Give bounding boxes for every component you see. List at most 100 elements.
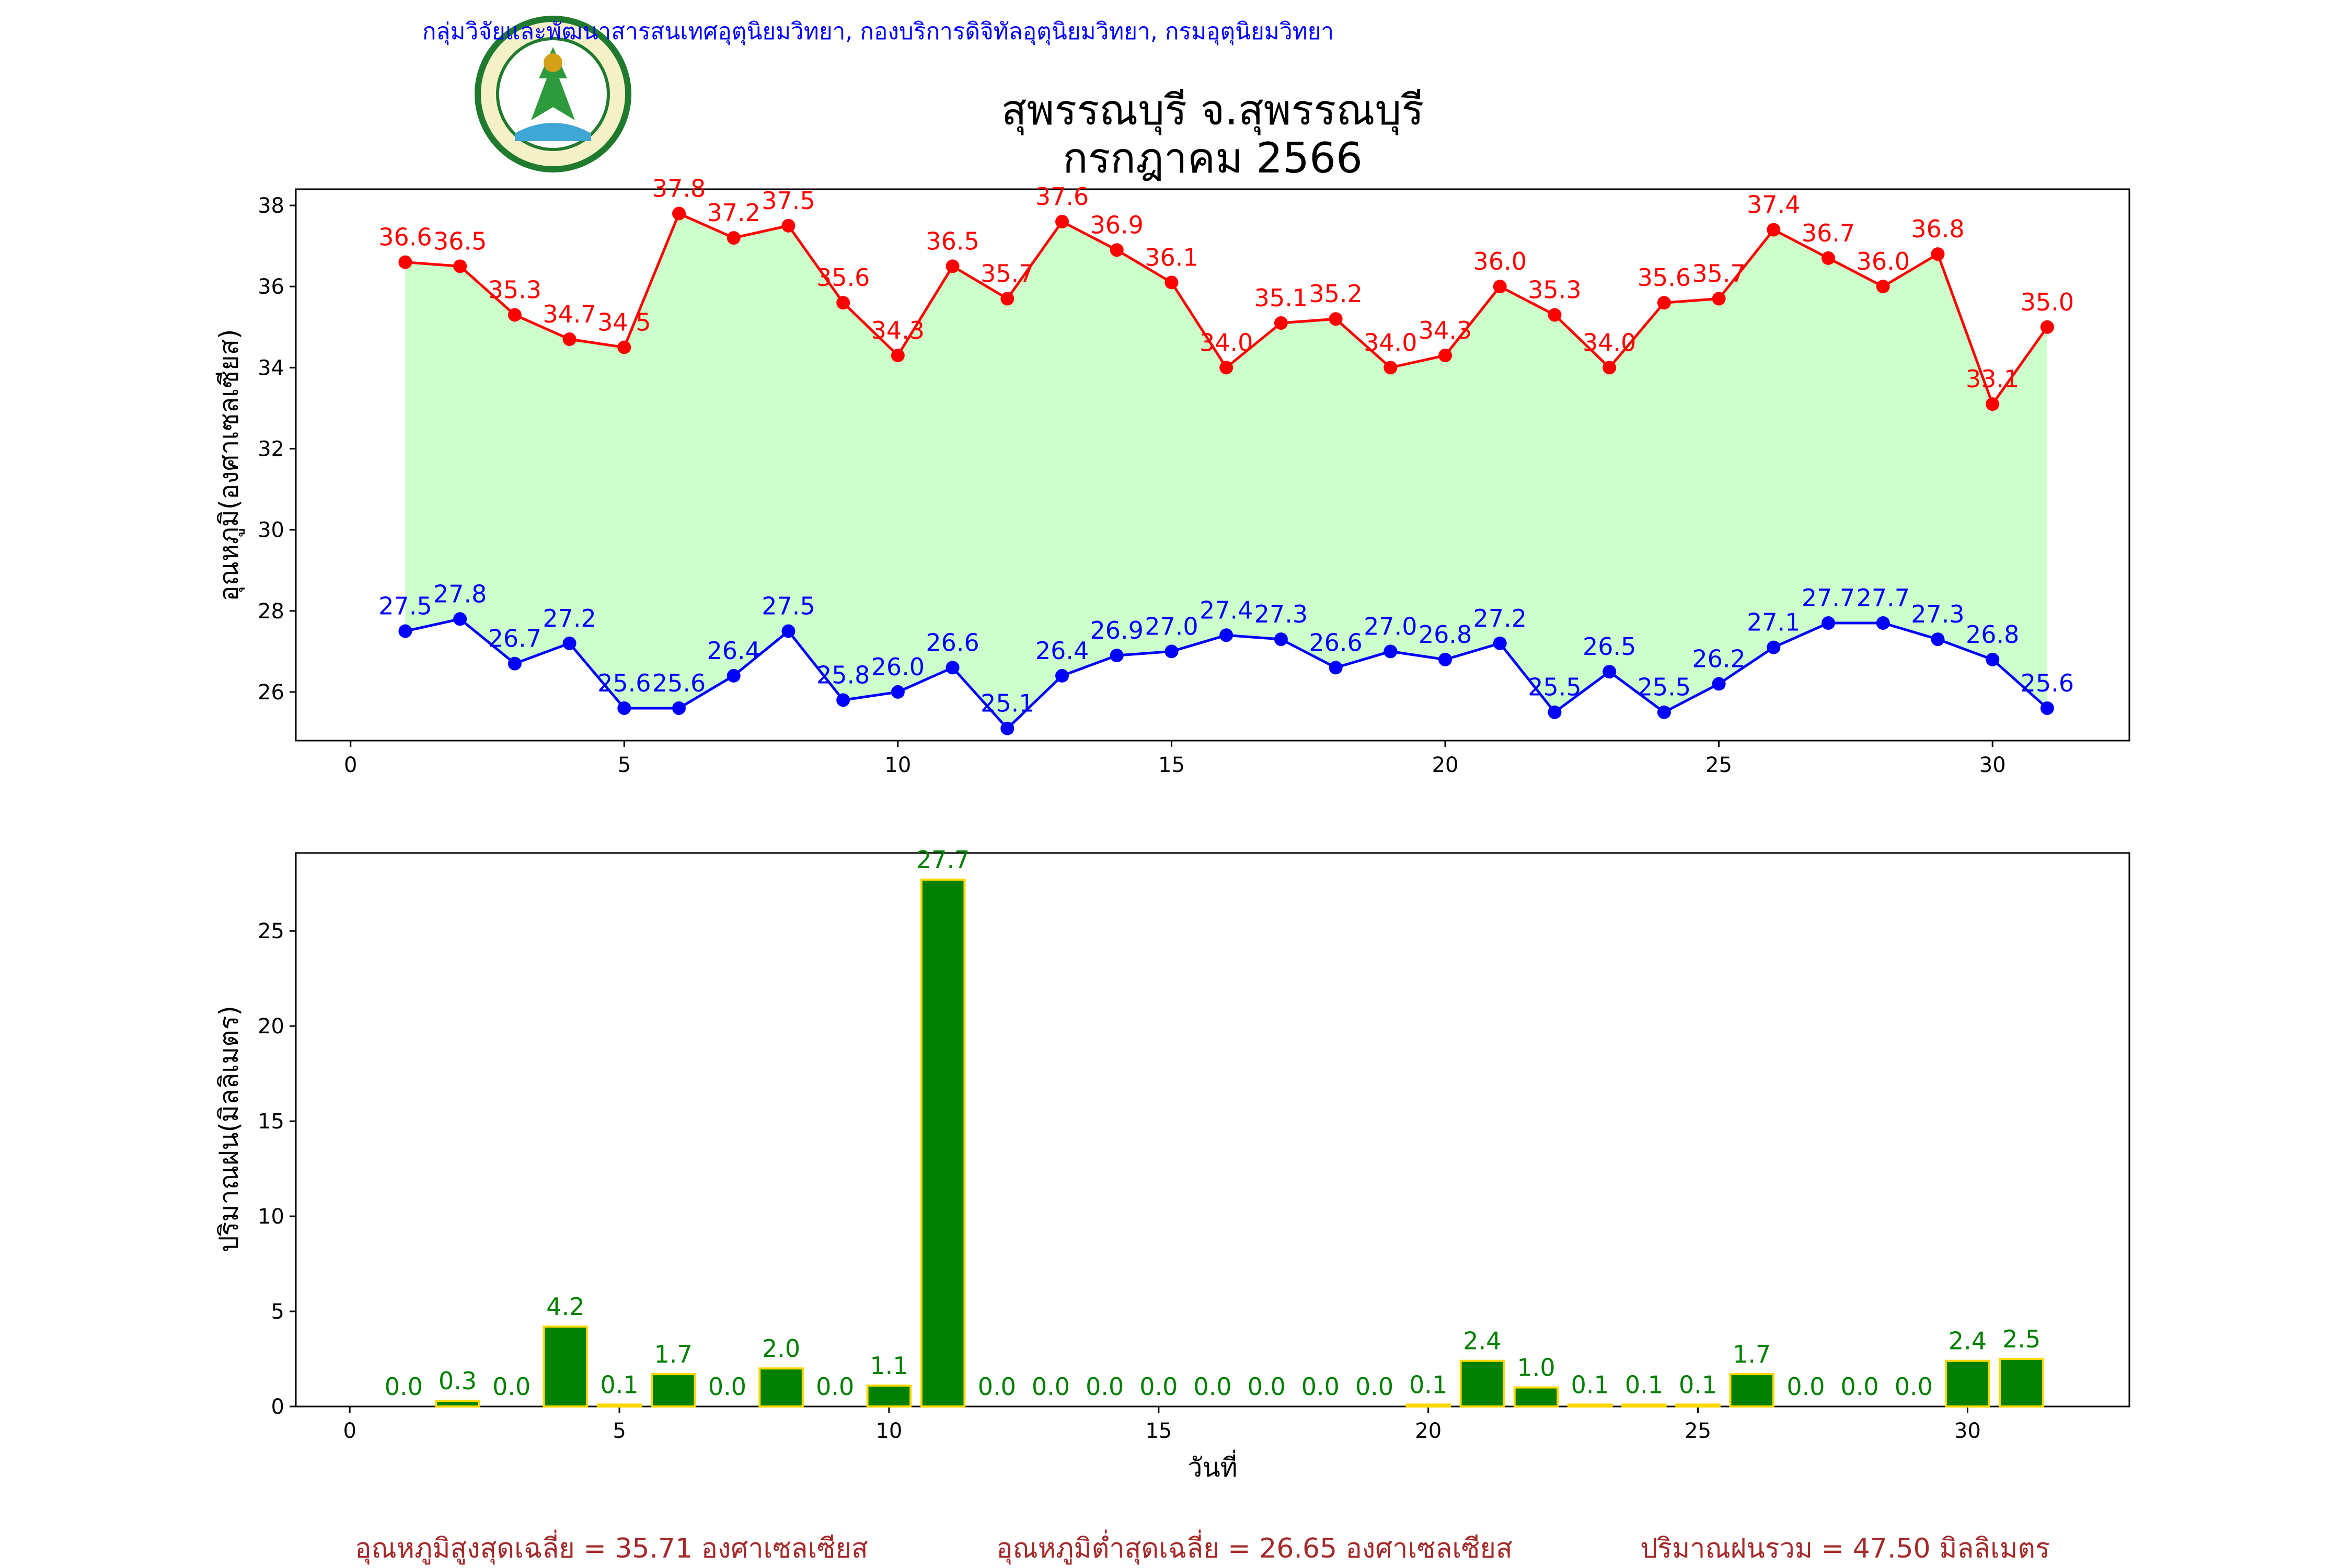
rainfall-bar-label: 0.0	[1086, 1373, 1124, 1401]
rainfall-bar-label: 0.0	[1786, 1373, 1825, 1401]
chart-title-line2: กรกฎาคม 2566	[1063, 134, 1363, 182]
max-temperature-point	[508, 308, 522, 322]
temperature-y-tick-label: 30	[258, 518, 284, 543]
rainfall-bar-label: 0.0	[1301, 1373, 1340, 1401]
temperature-x-tick-label: 30	[1979, 753, 2006, 777]
summary-total-rain: ปริมาณฝนรวม = 47.50 มิลลิเมตร	[1640, 1533, 2050, 1564]
min-temperature-label: 27.7	[1857, 584, 1910, 612]
agency-text: กลุ่มวิจัยและพัฒนาสารสนเทศอุตุนิยมวิทยา,…	[422, 18, 1334, 45]
min-temperature-label: 26.2	[1692, 644, 1745, 673]
max-temperature-point	[1767, 223, 1781, 237]
rainfall-bar-label: 27.7	[916, 846, 970, 874]
min-temperature-label: 26.6	[926, 628, 979, 656]
rainfall-bar-label: 1.7	[654, 1340, 693, 1368]
rainfall-x-tick-label: 10	[875, 1419, 902, 1443]
rainfall-bar-label: 0.0	[1139, 1373, 1178, 1401]
rainfall-x-tick-label: 0	[343, 1419, 356, 1443]
max-temperature-point	[727, 231, 741, 245]
rainfall-y-tick-label: 5	[271, 1300, 284, 1324]
min-temperature-label: 27.3	[1254, 600, 1308, 628]
min-temperature-label: 25.6	[597, 669, 651, 697]
max-temperature-point	[1000, 292, 1014, 306]
min-temperature-label: 26.8	[1966, 620, 2019, 649]
max-temperature-point	[1548, 308, 1562, 322]
min-temperature-label: 25.5	[1528, 673, 1581, 701]
rainfall-bar-label: 0.3	[439, 1367, 477, 1395]
min-temperature-point	[1767, 640, 1781, 654]
rainfall-bar-label: 2.5	[2002, 1325, 2040, 1353]
temperature-x-tick-label: 10	[884, 753, 911, 777]
max-temperature-label: 34.3	[1419, 316, 1472, 344]
max-temperature-point	[1055, 215, 1069, 229]
max-temperature-label: 34.0	[1200, 328, 1253, 356]
summary-avg-min: อุณหภูมิต่ำสุดเฉลี่ย = 26.65 องศาเซลเซีย…	[996, 1529, 1512, 1565]
min-temperature-point	[1602, 665, 1617, 679]
max-temperature-label: 35.7	[1692, 259, 1745, 287]
max-temperature-label: 37.5	[762, 187, 815, 215]
rainfall-bar-label: 0.1	[1679, 1370, 1717, 1399]
min-temperature-point	[1876, 616, 1890, 630]
min-temperature-point	[1383, 644, 1398, 659]
max-temperature-label: 36.0	[1473, 247, 1527, 275]
max-temperature-label: 35.6	[816, 263, 870, 292]
max-temperature-label: 37.6	[1035, 182, 1089, 211]
rainfall-y-tick-label: 15	[258, 1110, 284, 1134]
max-temperature-point	[398, 255, 412, 269]
min-temperature-point	[1493, 636, 1507, 650]
min-temperature-label: 27.5	[762, 592, 815, 620]
rainfall-bar	[1621, 1403, 1667, 1408]
min-temperature-label: 27.5	[378, 592, 432, 620]
rainfall-bar-label: 0.0	[1895, 1373, 1933, 1401]
max-temperature-point	[2040, 320, 2054, 334]
temperature-x-tick-label: 5	[618, 753, 631, 777]
temperature-y-tick-label: 36	[258, 275, 284, 299]
max-temperature-point	[946, 259, 960, 273]
min-temperature-point	[1110, 649, 1124, 663]
rainfall-bar	[1729, 1373, 1775, 1408]
min-temperature-point	[781, 624, 795, 638]
rainfall-y-tick-label: 0	[271, 1395, 284, 1419]
rainfall-bar-label: 0.0	[492, 1373, 531, 1401]
min-temperature-label: 26.8	[1419, 620, 1472, 649]
max-temperature-label: 36.0	[1857, 247, 1910, 275]
min-temperature-point	[672, 701, 686, 715]
max-temperature-point	[891, 349, 905, 363]
rainfall-bar-label: 2.4	[1463, 1327, 1501, 1355]
rainfall-bar-label: 0.0	[1248, 1373, 1286, 1401]
temperature-x-tick-label: 15	[1158, 753, 1185, 777]
min-temperature-point	[1274, 632, 1288, 647]
max-temperature-label: 36.6	[378, 223, 432, 251]
rainfall-bar	[1459, 1359, 1505, 1408]
rainfall-bar-label: 0.1	[600, 1370, 638, 1399]
max-temperature-label: 33.1	[1966, 365, 2019, 393]
max-temperature-label: 37.2	[707, 199, 760, 227]
min-temperature-label: 26.6	[1309, 628, 1362, 656]
temperature-y-tick-label: 34	[258, 356, 284, 380]
max-temperature-point	[1602, 361, 1617, 375]
min-temperature-label: 25.5	[1638, 673, 1691, 701]
max-temperature-point	[1219, 361, 1233, 375]
min-temperature-point	[1165, 644, 1179, 659]
rainfall-y-tick-label: 25	[258, 919, 284, 943]
rainfall-chart: 0 5 10 15 20 25 30 0 5 10 15 20 25 0.0 0.3 0.0 4.2 0.1 1.…	[214, 846, 2130, 1483]
rainfall-bar-label: 0.0	[1032, 1373, 1070, 1401]
max-temperature-label: 34.5	[597, 308, 651, 337]
max-temperature-label: 34.0	[1583, 328, 1636, 356]
rainfall-y-axis-label: ปริมาณฝน(มิลลิเมตร)	[214, 1006, 244, 1252]
rainfall-bar-label: 0.0	[1193, 1373, 1231, 1401]
max-temperature-label: 35.7	[981, 259, 1034, 287]
rainfall-bar-label: 0.0	[708, 1373, 746, 1401]
min-temperature-label: 25.6	[652, 669, 706, 697]
rainfall-bar-label: 0.0	[816, 1373, 854, 1401]
min-temperature-label: 27.2	[543, 604, 596, 632]
min-temperature-label: 27.4	[1200, 596, 1253, 624]
min-temperature-point	[453, 612, 467, 626]
max-temperature-point	[1274, 316, 1288, 330]
chart-title-line1: สุพรรณบุรี จ.สุพรรณบุรี	[1001, 86, 1424, 135]
max-temperature-point	[1493, 280, 1507, 294]
max-temperature-point	[1657, 296, 1671, 310]
temperature-y-tick-label: 32	[258, 437, 284, 461]
max-temperature-point	[1110, 243, 1124, 257]
max-temperature-label: 36.1	[1145, 243, 1198, 271]
